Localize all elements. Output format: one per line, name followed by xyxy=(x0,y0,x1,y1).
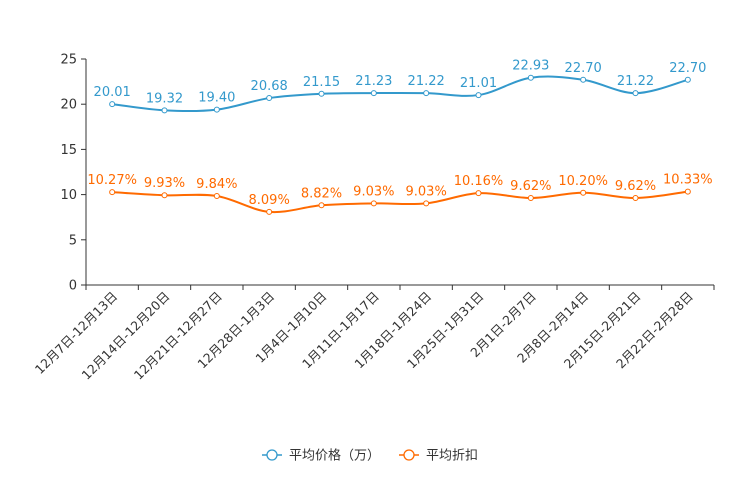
series-layer xyxy=(109,74,691,215)
series-0-point xyxy=(266,95,273,102)
series-0-data-label: 19.32 xyxy=(146,91,183,106)
series-0-point xyxy=(580,76,587,83)
series-0-point xyxy=(109,101,116,108)
series-0-data-label: 19.40 xyxy=(198,91,235,106)
y-tick-label: 15 xyxy=(60,143,77,158)
legend-label: 平均价格（万） xyxy=(289,448,380,464)
legend-marker-icon xyxy=(403,449,415,461)
series-line-1 xyxy=(112,190,688,214)
x-tick-label: 12月21日-12月27日 xyxy=(131,289,225,383)
series-line-0 xyxy=(112,75,689,113)
data-labels-layer: 20.01 19.32 19.40 20.68 21.15 21.23 21.22 21.01… xyxy=(87,59,712,208)
series-1-point xyxy=(109,189,116,196)
series-0-data-label: 21.22 xyxy=(617,74,654,89)
series-0-point xyxy=(318,90,325,97)
series-1-point xyxy=(266,208,273,215)
series-0-point xyxy=(370,90,377,97)
series-0-point xyxy=(527,74,534,81)
series-0-data-label: 21.15 xyxy=(303,75,340,90)
legend-label: 平均折扣 xyxy=(426,449,478,464)
series-1-data-label: 9.03% xyxy=(406,184,447,199)
series-1-data-label: 10.20% xyxy=(558,174,608,189)
series-1-data-label: 9.93% xyxy=(144,176,185,191)
series-0-data-label: 22.70 xyxy=(669,61,706,76)
series-1-point xyxy=(580,189,587,196)
series-1-data-label: 8.09% xyxy=(249,193,290,208)
series-0-data-label: 21.23 xyxy=(355,74,392,89)
series-1-point xyxy=(632,195,639,202)
y-tick-label: 0 xyxy=(69,279,77,294)
series-1-data-label: 10.27% xyxy=(87,173,137,188)
series-0-data-label: 20.68 xyxy=(251,79,288,94)
series-1-point xyxy=(684,188,691,195)
y-tick-label: 10 xyxy=(60,188,77,203)
series-1-data-label: 8.82% xyxy=(301,186,342,201)
series-0-data-label: 21.01 xyxy=(460,76,497,91)
series-1-point xyxy=(370,200,377,207)
legend-marker-icon xyxy=(266,449,278,461)
series-0-point xyxy=(632,90,639,97)
series-1-data-label: 10.16% xyxy=(454,174,504,189)
legend-item-1[interactable]: 平均折扣 xyxy=(399,449,478,464)
series-1-point xyxy=(527,195,534,202)
y-tick-label: 5 xyxy=(69,233,77,248)
series-0-point xyxy=(161,107,168,114)
series-0-point xyxy=(475,92,482,99)
series-0-data-label: 22.93 xyxy=(512,59,549,74)
series-0-data-label: 20.01 xyxy=(94,85,131,100)
series-1-data-label: 9.62% xyxy=(510,179,551,194)
y-tick-label: 25 xyxy=(60,53,77,68)
series-1-point xyxy=(161,192,168,199)
y-tick-label: 20 xyxy=(60,98,77,113)
series-0-data-label: 21.22 xyxy=(408,74,445,89)
series-1-data-label: 9.84% xyxy=(196,177,237,192)
series-1-data-label: 9.03% xyxy=(353,184,394,199)
series-0-point xyxy=(213,106,220,113)
legend-item-0[interactable]: 平均价格（万） xyxy=(262,448,380,464)
series-1-point xyxy=(213,193,220,200)
axes-layer: 051015202512月7日-12月13日12月14日-12月20日12月21… xyxy=(32,53,715,383)
series-1-data-label: 9.62% xyxy=(615,179,656,194)
series-1-point xyxy=(475,190,482,197)
series-0-point xyxy=(423,90,430,97)
series-1-point xyxy=(423,200,430,207)
series-0-point xyxy=(684,76,691,83)
legend[interactable]: 平均价格（万） 平均折扣 xyxy=(262,448,478,464)
series-1-point xyxy=(318,202,325,209)
x-tick-label: 12月14日-12月20日 xyxy=(78,289,172,383)
series-0-data-label: 22.70 xyxy=(565,61,602,76)
series-1-data-label: 10.33% xyxy=(663,173,713,188)
